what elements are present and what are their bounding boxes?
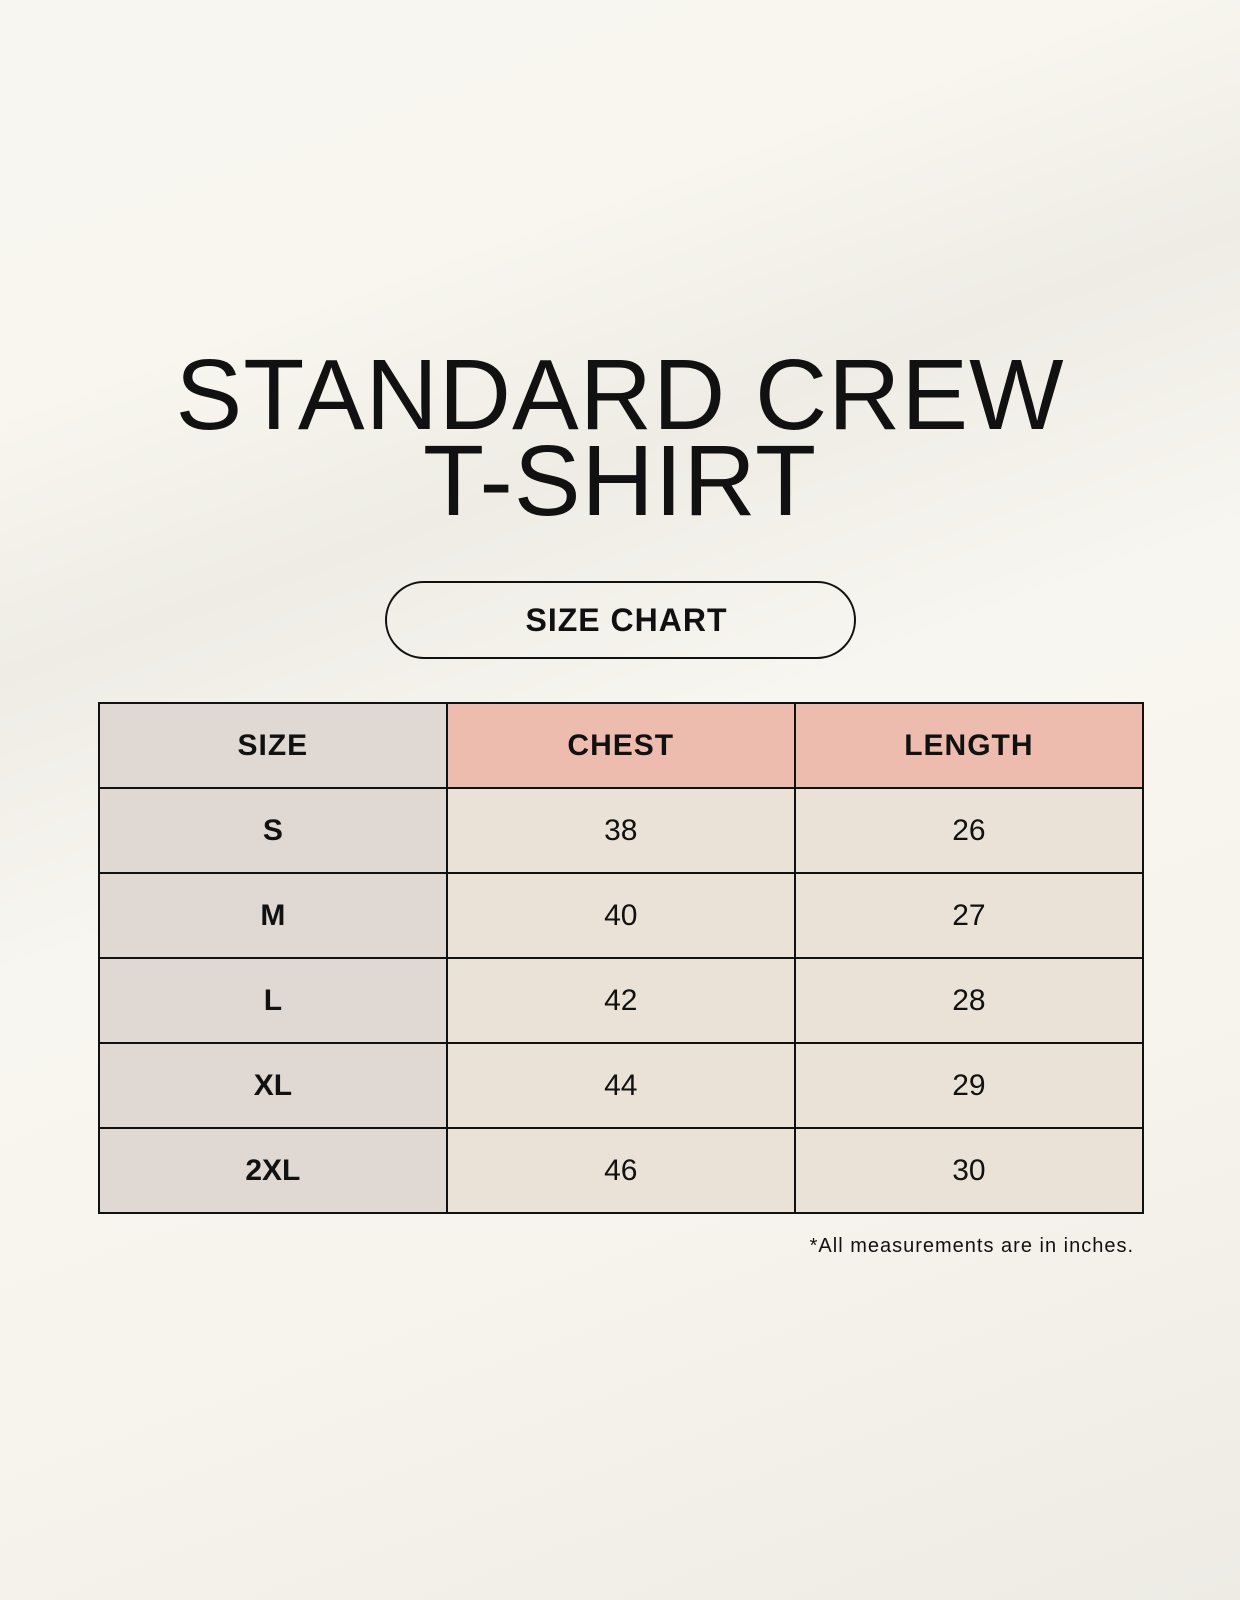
cell-chest: 40 [445,872,796,959]
cell-length: 28 [793,957,1145,1044]
table-row: M 40 27 [98,872,1145,959]
cell-size: 2XL [98,1127,448,1214]
table-row: 2XL 46 30 [98,1127,1145,1214]
size-chart-label: SIZE CHART [385,581,856,659]
footnote: *All measurements are in inches. [809,1235,1134,1257]
table-header-row: SIZE CHEST LENGTH [98,702,1145,789]
header-size: SIZE [98,702,448,789]
cell-length: 27 [793,872,1145,959]
cell-chest: 44 [445,1042,796,1129]
cell-size: M [98,872,448,959]
cell-size: L [98,957,448,1044]
cell-chest: 42 [445,957,796,1044]
table-row: XL 44 29 [98,1042,1145,1129]
size-table: SIZE CHEST LENGTH S 38 26 M 40 27 L 42 28 XL 44 29 2… [98,702,1145,1214]
cell-chest: 46 [445,1127,796,1214]
cell-size: S [98,787,448,874]
cell-length: 26 [793,787,1145,874]
cell-length: 30 [793,1127,1145,1214]
title-line-2: T-SHIRT [422,425,818,537]
title-line-1: STANDARD CREW [175,339,1065,451]
header-length: LENGTH [793,702,1145,789]
cell-chest: 38 [445,787,796,874]
cell-size: XL [98,1042,448,1129]
header-chest: CHEST [445,702,796,789]
page-title: STANDARD CREW T-SHIRT [0,339,1240,537]
table-row: L 42 28 [98,957,1145,1044]
size-chart-text: SIZE CHART [525,601,728,638]
cell-length: 29 [793,1042,1145,1129]
table-row: S 38 26 [98,787,1145,874]
